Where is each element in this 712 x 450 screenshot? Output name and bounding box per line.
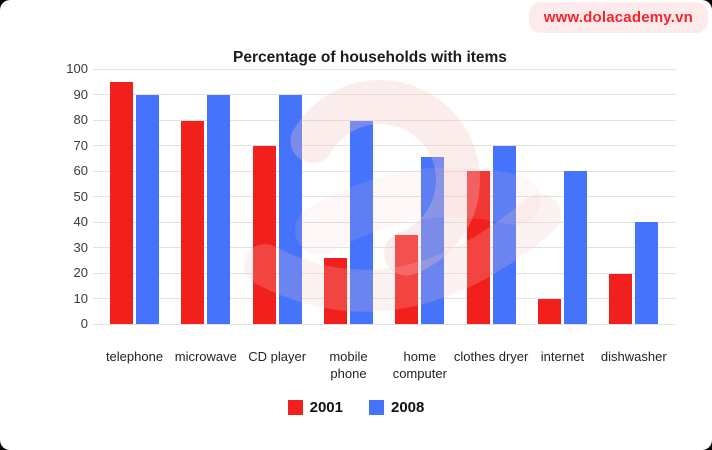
bar-2008-dishwasher [635,222,659,324]
bar-2001-internet [537,298,561,324]
bar-2001-microwave [181,121,205,324]
x-axis-label-cd-player: CD player [248,349,307,364]
y-axis-tick-label: 90 [73,86,88,102]
gridline [93,170,676,172]
bar-2008-mobile-phone [349,121,373,324]
gridline [93,145,676,146]
watermark-badge: www.dolacademy.vn [528,2,708,33]
y-axis-tick-label: 50 [73,188,88,204]
gridline [93,221,676,223]
legend-swatch-2008 [369,400,384,415]
legend-item-2001: 2001 [287,399,343,416]
x-axis-label-microwave: microwave [174,349,237,364]
legend-label: 2008 [391,399,425,416]
y-axis-tick-label: 70 [73,137,88,153]
legend: 2001 2008 [0,399,712,416]
y-axis-tick-label: 30 [73,239,88,255]
bar-2008-cd-player [278,94,302,324]
legend-label: 2001 [309,399,343,416]
y-axis-tick-label: 100 [66,61,88,76]
gridline [93,247,676,248]
gridline [93,68,676,70]
legend-swatch-2001 [287,400,303,415]
gridline [93,272,676,274]
plot-area [93,68,676,325]
gridline [93,196,676,197]
gridline [93,94,676,95]
x-axis-label-home-computer: home computer [392,349,447,381]
gridline [93,298,676,299]
x-axis-label-clothes-dryer: clothes dryer [453,349,529,364]
bar-2008-internet [563,171,587,324]
bar-2001-dishwasher [609,274,633,324]
x-axis-label-mobile-phone: mobile phone [329,349,368,381]
y-axis-tick-label: 80 [73,112,88,127]
chart-title: Percentage of households with items [233,49,507,66]
gridline [93,323,676,325]
bar-2008-home-computer [421,156,445,324]
y-axis-tick-label: 10 [73,290,88,306]
bar-2008-microwave [207,94,231,324]
bar-2001-cd-player [252,145,276,324]
gridline [93,119,676,121]
x-axis-label-dishwasher: dishwasher [600,349,667,364]
y-axis-tick-label: 60 [73,163,88,178]
x-axis-label-internet: internet [540,349,585,364]
bar-2008-clothes-dryer [492,145,516,324]
bar-2001-telephone [110,81,133,324]
x-axis-label-telephone: telephone [105,349,164,364]
bar-2001-clothes-dryer [466,171,490,324]
y-axis-tick-label: 0 [80,316,88,331]
y-axis-tick-label: 40 [73,214,88,229]
bar-2008-telephone [136,94,159,324]
y-axis-tick-label: 20 [73,265,88,280]
legend-item-2008: 2008 [369,399,424,416]
bar-2001-home-computer [395,234,419,324]
bar-2001-mobile-phone [323,257,347,324]
